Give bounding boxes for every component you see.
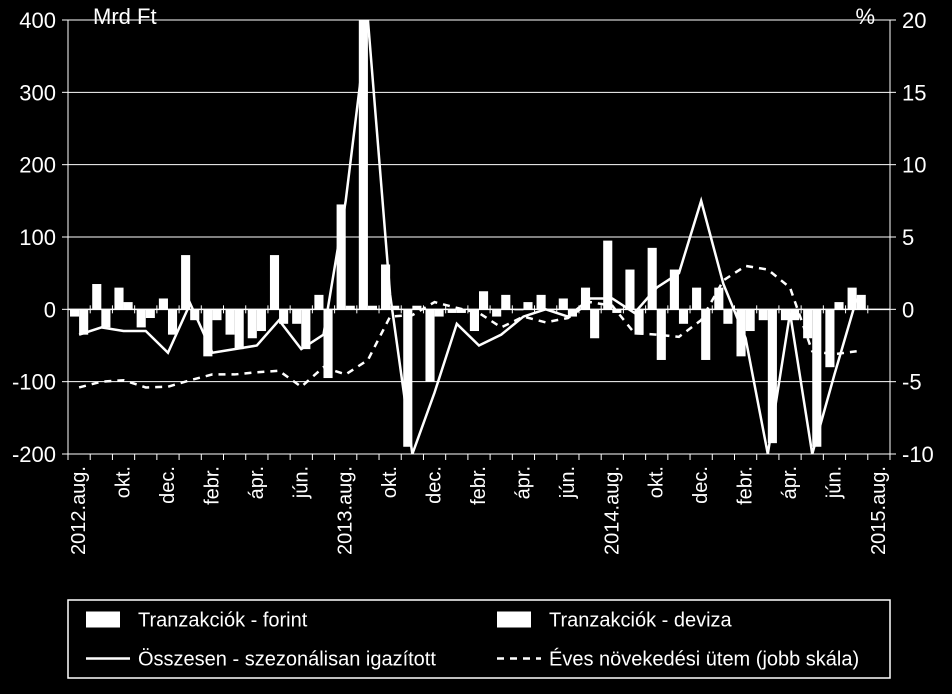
bar-forint <box>270 255 279 309</box>
y-left-tick: 200 <box>19 153 56 178</box>
bar-forint <box>692 288 701 310</box>
y-right-tick: 15 <box>902 80 926 105</box>
bar-forint <box>803 309 812 338</box>
bar-forint <box>759 309 768 320</box>
legend-label: Tranzakciók - deviza <box>549 610 733 632</box>
legend-label: Éves növekedési ütem (jobb skála) <box>549 648 859 671</box>
bar-forint <box>648 248 657 309</box>
bar-forint <box>248 309 257 338</box>
bar-forint <box>114 288 123 310</box>
bar-deviza <box>168 309 177 334</box>
y-right-tick: 20 <box>902 8 926 33</box>
y-left-tick: 300 <box>19 80 56 105</box>
bar-deviza <box>590 309 599 338</box>
x-tick-label: 2012.aug. <box>68 466 90 555</box>
y-right-tick: 5 <box>902 225 914 250</box>
y-left-tick: 0 <box>44 297 56 322</box>
y-right-tick: 10 <box>902 153 926 178</box>
legend-label: Tranzakciók - forint <box>138 610 308 632</box>
x-tick-label: jún. <box>557 466 579 499</box>
bar-forint <box>537 295 546 309</box>
bar-deviza <box>146 309 155 318</box>
bar-deviza <box>857 295 866 309</box>
x-tick-label: ápr. <box>779 466 801 499</box>
bar-forint <box>314 295 323 309</box>
bar-forint <box>425 309 434 381</box>
x-tick-label: ápr. <box>512 466 534 499</box>
right-axis-label: % <box>855 4 875 29</box>
bar-deviza <box>212 309 221 320</box>
bar-deviza <box>746 309 755 331</box>
y-right-tick: -10 <box>902 442 934 467</box>
x-tick-label: dec. <box>424 466 446 504</box>
bar-forint <box>825 309 834 367</box>
bar-deviza <box>479 291 488 309</box>
bar-forint <box>292 309 301 323</box>
bar-deviza <box>523 302 532 309</box>
bar-deviza <box>257 309 266 331</box>
x-tick-label: ápr. <box>246 466 268 499</box>
x-tick-label: jún. <box>823 466 845 499</box>
y-left-tick: 400 <box>19 8 56 33</box>
x-tick-label: dec. <box>157 466 179 504</box>
bar-forint <box>92 284 101 309</box>
chart-svg: -200 -10 -100 -5 0 0 100 5 200 10 300 15 400 20 Mrd Ft… <box>0 0 952 694</box>
bar-forint <box>492 309 501 316</box>
bar-deviza <box>235 309 244 349</box>
bar-deviza <box>701 309 710 360</box>
legend-marker-bar <box>497 612 531 628</box>
bar-deviza <box>834 302 843 309</box>
bar-forint <box>181 255 190 309</box>
legend-marker-bar <box>86 612 120 628</box>
x-tick-label: febr. <box>735 466 757 505</box>
y-left-tick: -200 <box>12 442 56 467</box>
x-tick-label: okt. <box>646 466 668 498</box>
x-tick-label: okt. <box>113 466 135 498</box>
bar-forint <box>137 309 146 327</box>
bar-deviza <box>679 309 688 323</box>
x-tick-label: 2014.aug. <box>601 466 623 555</box>
bar-deviza <box>723 309 732 323</box>
y-right-tick: -5 <box>902 370 922 395</box>
bar-deviza <box>501 295 510 309</box>
bar-deviza <box>124 302 133 309</box>
bar-forint <box>559 298 568 309</box>
y-right-tick: 0 <box>902 297 914 322</box>
x-tick-label: febr. <box>468 466 490 505</box>
x-tick-label: okt. <box>379 466 401 498</box>
chart-container: -200 -10 -100 -5 0 0 100 5 200 10 300 15 400 20 Mrd Ft… <box>0 0 952 694</box>
legend-label: Összesen - szezonálisan igazított <box>138 649 436 671</box>
x-tick-label: 2015.aug. <box>868 466 890 555</box>
bar-forint <box>226 309 235 334</box>
x-tick-label: dec. <box>690 466 712 504</box>
bar-forint <box>159 298 168 309</box>
x-tick-label: febr. <box>201 466 223 505</box>
x-tick-label: 2013.aug. <box>335 466 357 555</box>
left-axis-label: Mrd Ft <box>93 4 157 29</box>
bar-deviza <box>101 309 110 327</box>
x-tick-label: jún. <box>290 466 312 499</box>
bar-forint <box>337 204 346 309</box>
bar-forint <box>625 270 634 310</box>
bar-forint <box>70 309 79 316</box>
y-left-tick: 100 <box>19 225 56 250</box>
y-left-tick: -100 <box>12 370 56 395</box>
bar-deviza <box>435 309 444 316</box>
